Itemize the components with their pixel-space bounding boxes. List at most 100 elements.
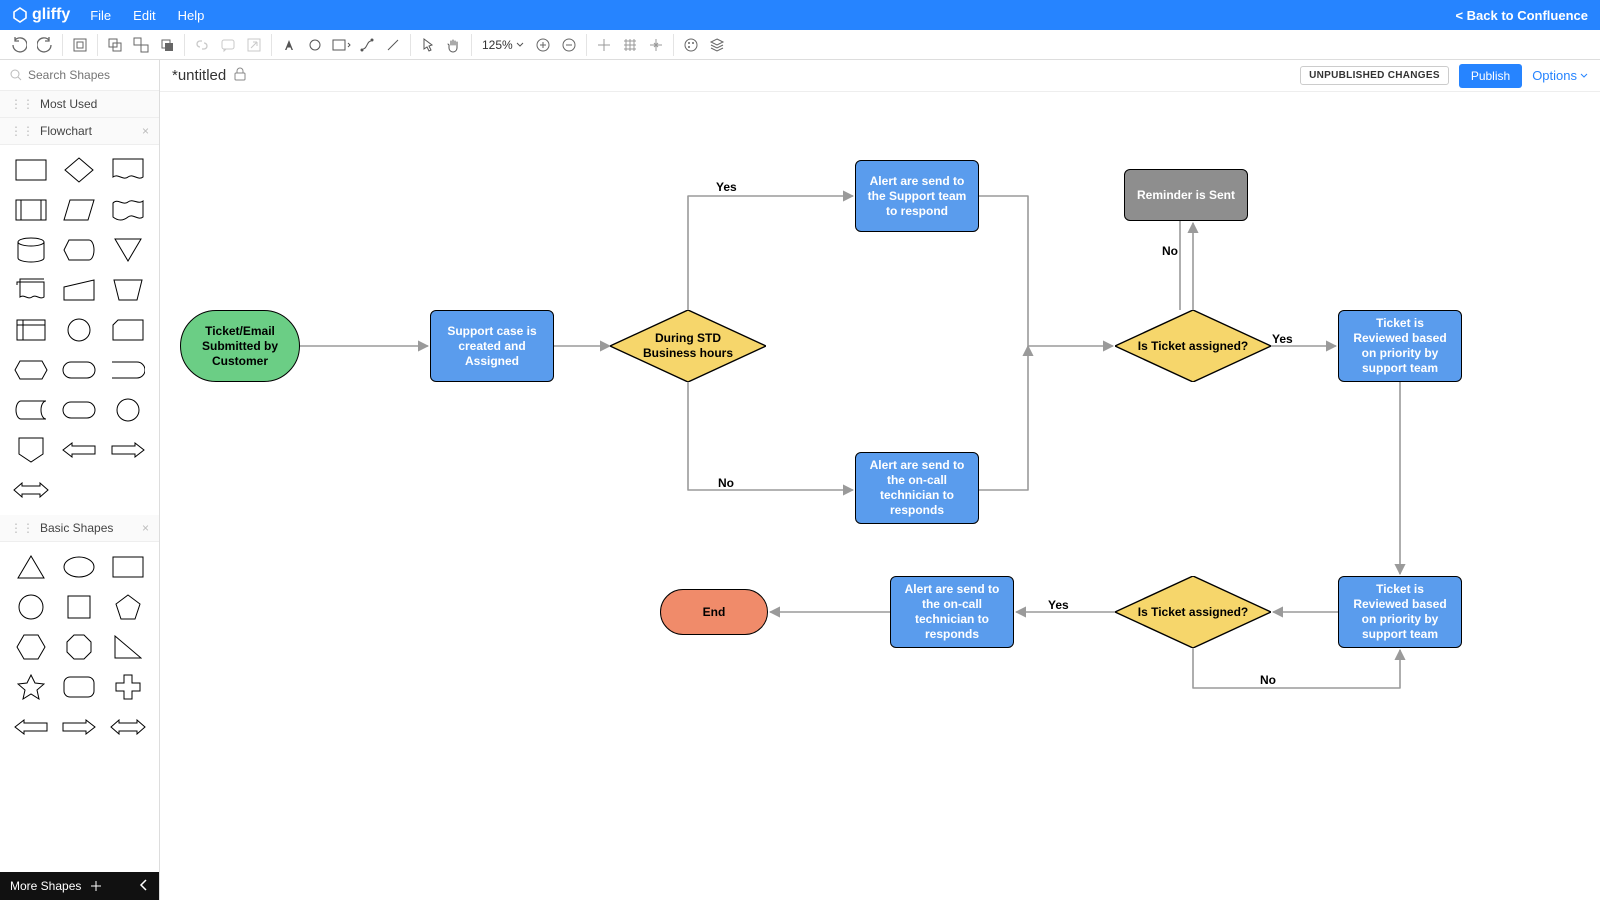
flow-node-process[interactable]: Support case is created and Assigned <box>430 310 554 382</box>
shape-preparation[interactable] <box>12 355 50 385</box>
shape-predefined[interactable] <box>12 195 50 225</box>
section-flowchart[interactable]: ⋮⋮ Flowchart × <box>0 118 159 145</box>
undo-button[interactable] <box>6 32 32 58</box>
flow-node-label: Is Ticket assigned? <box>1115 310 1271 382</box>
close-icon[interactable]: × <box>142 521 149 535</box>
menu-file[interactable]: File <box>90 8 111 23</box>
theme-button[interactable] <box>678 32 704 58</box>
shape-pentagon[interactable] <box>109 592 147 622</box>
layers-button[interactable] <box>704 32 730 58</box>
shape-tape[interactable] <box>109 195 147 225</box>
shape-terminator[interactable] <box>60 355 98 385</box>
close-icon[interactable]: × <box>142 124 149 138</box>
pan-tool-button[interactable] <box>441 32 467 58</box>
app-logo[interactable]: gliffy <box>12 6 70 24</box>
shape-document[interactable] <box>109 155 147 185</box>
section-label: Basic Shapes <box>40 521 113 535</box>
shape-connector[interactable] <box>60 315 98 345</box>
shape-display[interactable] <box>60 235 98 265</box>
back-to-confluence-link[interactable]: < Back to Confluence <box>1455 8 1588 23</box>
shape-plus[interactable] <box>109 672 147 702</box>
flow-node-process[interactable]: Ticket is Reviewed based on priority by … <box>1338 576 1462 648</box>
shape-or[interactable] <box>109 395 147 425</box>
shape-manual-op[interactable] <box>109 275 147 305</box>
shape-card[interactable] <box>109 315 147 345</box>
grip-icon: ⋮⋮ <box>10 124 34 138</box>
shape-square[interactable] <box>60 592 98 622</box>
menu-help[interactable]: Help <box>178 8 205 23</box>
flow-node-terminator[interactable]: Ticket/Email Submitted by Customer <box>180 310 300 382</box>
shape-offpage[interactable] <box>12 435 50 465</box>
snap-button[interactable] <box>591 32 617 58</box>
ellipse-tool-button[interactable] <box>302 32 328 58</box>
flow-node-process[interactable]: Alert are send to the on-call technician… <box>890 576 1014 648</box>
front-button[interactable] <box>154 32 180 58</box>
shape-right-triangle[interactable] <box>109 632 147 662</box>
shape-rect[interactable] <box>109 552 147 582</box>
shape-process[interactable] <box>12 155 50 185</box>
shape-decision[interactable] <box>60 155 98 185</box>
shape-arrow-right[interactable] <box>109 435 147 465</box>
shape-arrow-left[interactable] <box>60 435 98 465</box>
shape-delay[interactable] <box>109 355 147 385</box>
grid-button[interactable] <box>617 32 643 58</box>
line-tool-button[interactable] <box>380 32 406 58</box>
toolbar: 125% <box>0 30 1600 60</box>
shape-arrow-lr[interactable] <box>109 712 147 742</box>
pointer-tool-button[interactable] <box>415 32 441 58</box>
document-title[interactable]: *untitled <box>172 67 226 84</box>
publish-button[interactable]: Publish <box>1459 64 1522 88</box>
shape-octagon[interactable] <box>60 632 98 662</box>
note-button[interactable] <box>215 32 241 58</box>
edge-label: Yes <box>1272 332 1293 346</box>
shape-circle[interactable] <box>12 592 50 622</box>
edge-label: No <box>718 476 734 490</box>
group-button[interactable] <box>102 32 128 58</box>
shape-manual-input[interactable] <box>60 275 98 305</box>
shape-ellipse[interactable] <box>60 552 98 582</box>
zoom-level[interactable]: 125% <box>476 38 530 52</box>
shape-hexagon[interactable] <box>12 632 50 662</box>
flow-node-process[interactable]: Ticket is Reviewed based on priority by … <box>1338 310 1462 382</box>
flow-node-decision[interactable]: Is Ticket assigned? <box>1115 576 1271 648</box>
flow-node-decision[interactable]: Is Ticket assigned? <box>1115 310 1271 382</box>
shape-arrow-both[interactable] <box>12 475 50 505</box>
shape-arrow-l[interactable] <box>12 712 50 742</box>
shape-stored-data[interactable] <box>12 395 50 425</box>
shape-database[interactable] <box>12 235 50 265</box>
shape-star[interactable] <box>12 672 50 702</box>
section-most-used[interactable]: ⋮⋮ Most Used <box>0 91 159 118</box>
section-label: Flowchart <box>40 124 92 138</box>
menu-edit[interactable]: Edit <box>133 8 155 23</box>
shape-merge[interactable] <box>109 235 147 265</box>
flow-node-process[interactable]: Alert are send to the Support team to re… <box>855 160 979 232</box>
flow-node-terminator[interactable]: End <box>660 589 768 635</box>
redo-button[interactable] <box>32 32 58 58</box>
shape-terminator2[interactable] <box>60 395 98 425</box>
popup-button[interactable] <box>241 32 267 58</box>
shape-internal-storage[interactable] <box>12 315 50 345</box>
flow-node-process[interactable]: Alert are send to the on-call technician… <box>855 452 979 524</box>
connector-tool-button[interactable] <box>354 32 380 58</box>
rect-tool-button[interactable] <box>328 32 354 58</box>
shape-roundrect[interactable] <box>60 672 98 702</box>
zoom-in-button[interactable] <box>530 32 556 58</box>
shape-triangle[interactable] <box>12 552 50 582</box>
options-dropdown[interactable]: Options <box>1532 68 1588 83</box>
flow-node-process[interactable]: Reminder is Sent <box>1124 169 1248 221</box>
link-button[interactable] <box>189 32 215 58</box>
guides-button[interactable] <box>643 32 669 58</box>
shape-multidoc[interactable] <box>12 275 50 305</box>
section-basic-shapes[interactable]: ⋮⋮ Basic Shapes × <box>0 515 159 542</box>
ungroup-button[interactable] <box>128 32 154 58</box>
more-shapes-button[interactable]: More Shapes <box>0 872 159 900</box>
flow-node-decision[interactable]: During STD Business hours <box>610 310 766 382</box>
zoom-out-button[interactable] <box>556 32 582 58</box>
unpublished-badge: UNPUBLISHED CHANGES <box>1300 66 1449 85</box>
diagram-canvas[interactable]: YesNoNoYesYesNoTicket/Email Submitted by… <box>160 92 1600 900</box>
shape-data[interactable] <box>60 195 98 225</box>
shape-search-input[interactable] <box>6 64 153 86</box>
fit-button[interactable] <box>67 32 93 58</box>
shape-arrow-r[interactable] <box>60 712 98 742</box>
text-tool-button[interactable] <box>276 32 302 58</box>
